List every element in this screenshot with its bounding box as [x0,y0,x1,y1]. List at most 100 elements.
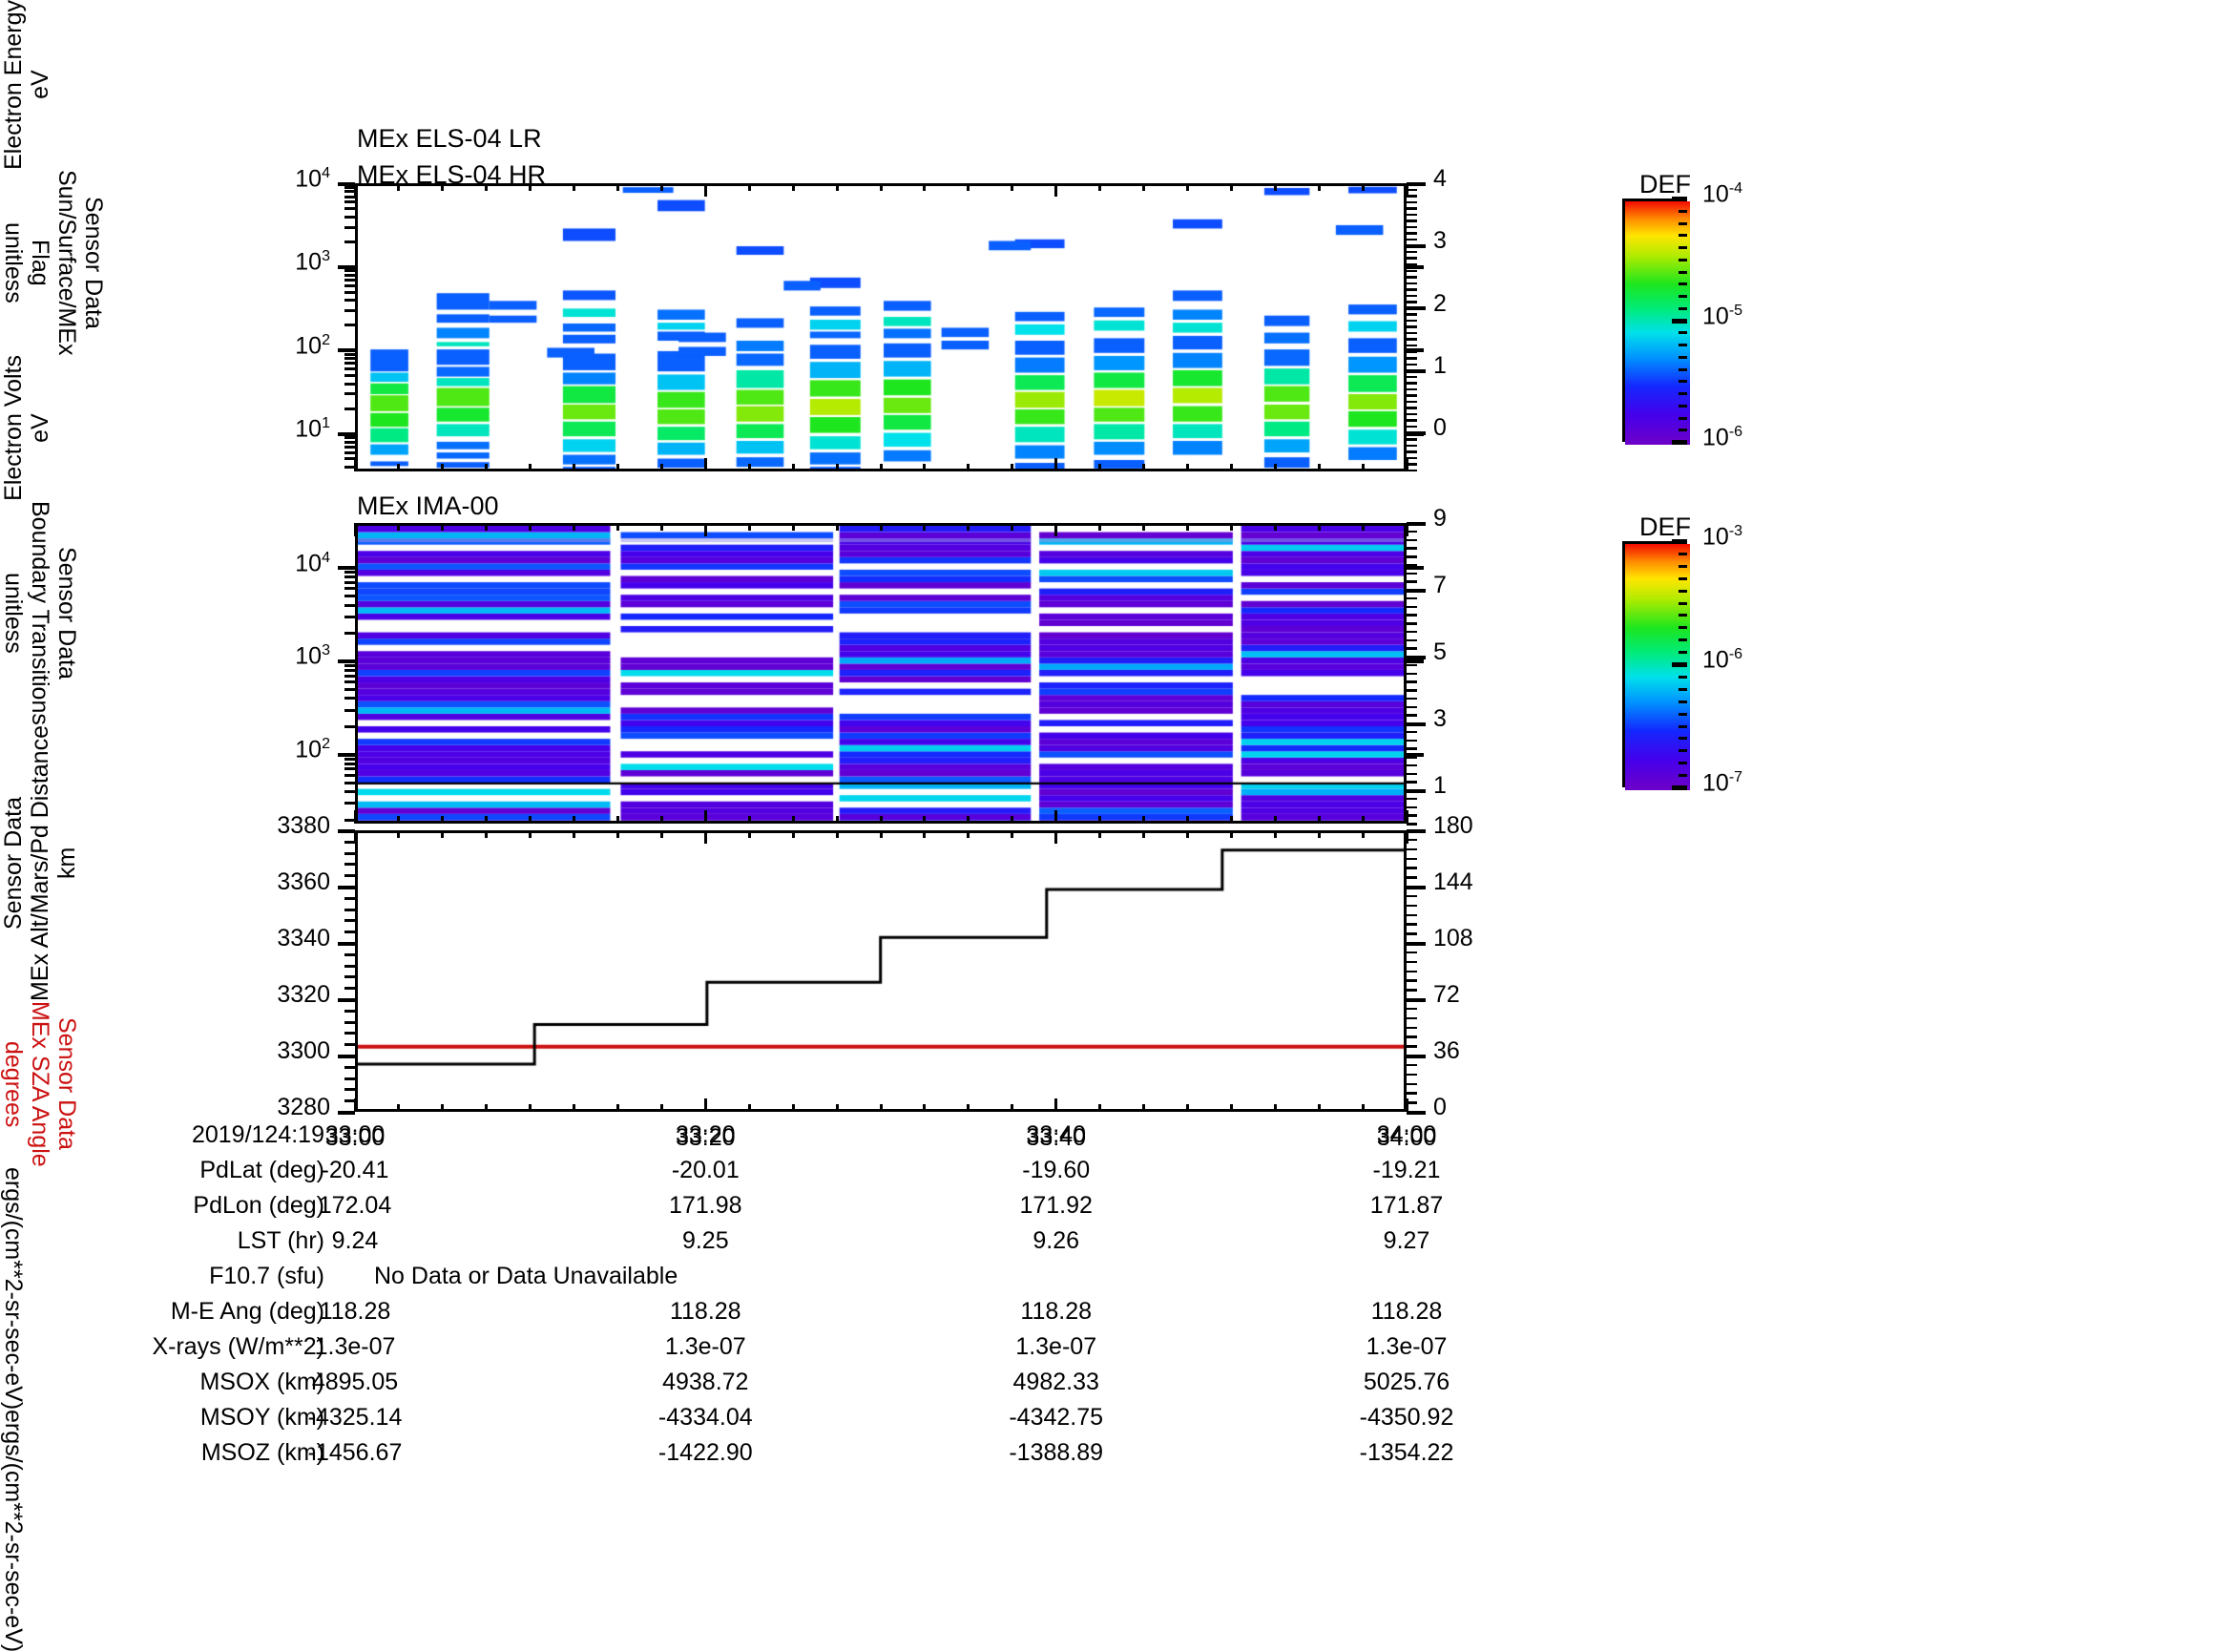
axis-tick-label: 102 [295,736,330,763]
axis-tick [1361,464,1365,471]
axis-tick [1407,722,1417,725]
axis-tick [344,663,355,667]
axis-tick [529,816,532,824]
axis-tick [1407,338,1417,341]
colorbar1-gradient [1625,201,1690,445]
axis-tick [1679,564,1687,568]
table-cell: 1.3e-07 [1366,1333,1448,1360]
x-axis-tick-label: 33:00 [324,1124,386,1151]
axis-tick [344,407,355,410]
axis-tick [1672,785,1687,790]
axis-tick [344,587,355,591]
table-cell: -20.01 [671,1157,740,1183]
axis-tick [1679,675,1687,679]
axis-tick [1054,183,1058,197]
axis-tick [1407,463,1417,466]
axis-tick [1054,523,1058,536]
axis-tick [1407,829,1417,832]
table-cell: -4342.75 [1009,1404,1104,1431]
axis-tick [1672,539,1687,544]
axis-tick [529,464,532,471]
axis-tick [1405,1098,1408,1112]
axis-tick [1185,1104,1189,1112]
axis-tick [1679,234,1687,238]
axis-tick [344,964,355,968]
axis-tick [1273,183,1277,191]
axis-tick [1407,1111,1417,1114]
table-cell: -1456.67 [307,1439,403,1466]
axis-tick [1407,244,1417,247]
axis-tick [1407,207,1417,210]
axis-tick [1407,294,1417,298]
panel-altitude-sza [355,830,1407,1112]
axis-tick-label: 108 [1433,925,1473,951]
axis-tick [344,1065,355,1069]
axis-tick-label: 5 [1433,638,1447,665]
axis-tick [344,708,355,712]
axis-tick [344,687,355,691]
axis-tick-label: 0 [1433,414,1447,442]
axis-tick [703,1098,707,1112]
axis-tick [1407,752,1424,757]
axis-tick [1679,700,1687,703]
axis-tick [1407,566,1424,571]
axis-tick [1407,714,1417,717]
axis-tick [344,185,355,189]
axis-tick [1407,264,1424,269]
axis-tick-label: 103 [295,248,330,276]
axis-tick [441,523,445,531]
axis-tick [1405,183,1408,197]
axis-tick-label: 3320 [277,981,330,1008]
colorbar1-unit-label: ergs/(cm**2-sr-sec-eV) [0,1166,27,1411]
axis-tick [344,200,355,204]
axis-tick [923,1104,927,1112]
axis-tick-label: 144 [1433,868,1473,895]
axis-tick [338,659,355,663]
axis-tick [344,374,355,378]
axis-tick [1361,523,1365,531]
axis-tick [923,464,927,471]
table-cell: -1354.22 [1359,1439,1454,1466]
axis-tick [1407,789,1417,792]
panel1-left-axis-label: Electron Energy eV [0,0,53,170]
axis-tick [1407,238,1417,241]
axis-tick [344,998,355,1001]
axis-tick [1407,412,1417,416]
axis-tick [1407,522,1417,525]
axis-tick [485,830,489,838]
axis-tick [1142,816,1145,824]
table-cell: -1422.90 [657,1439,753,1466]
axis-tick-label: 101 [295,415,330,443]
axis-tick [1229,816,1233,824]
axis-tick-label: 180 [1433,812,1473,839]
axis-tick [1407,739,1417,742]
axis-tick [1679,258,1687,261]
axis-tick [1317,183,1321,191]
axis-tick [1229,1104,1233,1112]
axis-tick [1405,458,1408,471]
table-cell: -4350.92 [1359,1404,1454,1431]
axis-tick [1185,464,1189,471]
axis-tick [1407,622,1417,625]
axis-tick [441,816,445,824]
axis-tick [923,183,927,191]
axis-tick-label: 3380 [277,812,330,839]
table-cell: 9.25 [681,1227,729,1254]
x-axis-tick-label: 34:00 [1376,1124,1437,1151]
axis-tick [1679,774,1687,778]
axis-tick-label: 3300 [277,1037,330,1064]
axis-tick [344,445,355,449]
panel1-title-lr: MEx ELS-04 LR [357,124,542,153]
axis-tick [616,1104,619,1112]
axis-tick [344,324,355,327]
axis-tick [1679,762,1687,765]
axis-tick [1407,697,1417,701]
axis-tick [1407,1016,1417,1020]
axis-tick [344,382,355,386]
x-axis-tick-label: 33:20 [676,1124,736,1151]
axis-tick-label: 104 [295,165,330,193]
axis-tick [344,457,355,461]
axis-tick [1407,306,1417,310]
table-cell: 4895.05 [311,1369,399,1395]
axis-tick [1679,687,1687,691]
